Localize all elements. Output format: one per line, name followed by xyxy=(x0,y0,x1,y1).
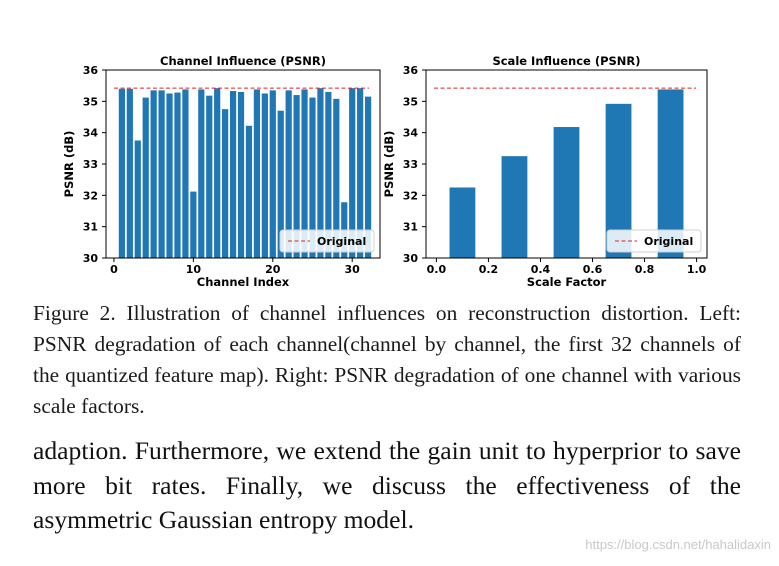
channel-bar xyxy=(118,88,125,258)
channel-bar xyxy=(150,90,157,258)
scale-bar xyxy=(449,187,476,258)
channel-bar xyxy=(174,92,181,258)
scale-xtick-label: 0.0 xyxy=(427,263,447,276)
channel-bar xyxy=(214,88,221,258)
channel-bar xyxy=(134,140,141,258)
scale-legend-box xyxy=(606,229,702,253)
channel-bar xyxy=(309,97,316,258)
scale-chart-title: Scale Influence (PSNR) xyxy=(492,54,640,68)
channel-bar xyxy=(190,191,197,258)
channel-bar xyxy=(333,98,340,259)
channel-bar xyxy=(325,91,332,258)
scale-ytick-label: 31 xyxy=(403,221,418,234)
channel-ytick-label: 33 xyxy=(83,158,98,171)
channel-bar xyxy=(222,109,229,259)
scale-xtick-label: 0.4 xyxy=(531,263,551,276)
figure-caption: Figure 2. Illustration of channel influe… xyxy=(33,301,741,418)
channel-bar xyxy=(182,89,189,258)
channel-bar xyxy=(301,89,308,258)
channel-bar xyxy=(261,93,268,258)
channel-xtick-label: 10 xyxy=(186,263,202,276)
channel-ytick-label: 34 xyxy=(83,127,99,140)
scale-x-axis-label: Scale Factor xyxy=(527,275,607,289)
channel-bar xyxy=(237,91,245,258)
channel-bar xyxy=(253,89,260,258)
channel-legend-label: Original xyxy=(317,235,366,248)
channel-xtick-label: 30 xyxy=(345,263,361,276)
channel-bar xyxy=(357,88,364,258)
channel-bar xyxy=(229,90,237,258)
channel-bar xyxy=(166,93,173,258)
channel-bar xyxy=(158,90,165,258)
channel-bar xyxy=(277,110,284,258)
channel-bar xyxy=(269,90,276,258)
scale-legend-label: Original xyxy=(644,235,693,248)
channel-bar xyxy=(317,88,324,258)
scale-ytick-label: 34 xyxy=(403,127,419,140)
scale-ytick-label: 33 xyxy=(403,158,418,171)
channel-legend-box xyxy=(279,229,375,253)
figure-charts: 30 31 32 33 34 35 36 0 10 20 30 Channel Influence (… xyxy=(62,54,708,289)
channel-ytick-label: 32 xyxy=(83,189,98,202)
channel-bar xyxy=(126,88,133,258)
channel-bar xyxy=(245,125,253,258)
scale-bar xyxy=(501,156,528,258)
channel-xtick-label: 0 xyxy=(110,263,118,276)
channel-bar xyxy=(198,89,205,258)
scale-xtick-label: 1.0 xyxy=(687,263,707,276)
channel-y-axis-label: PSNR (dB) xyxy=(62,131,76,198)
scale-xtick-label: 0.2 xyxy=(479,263,499,276)
channel-x-axis-label: Channel Index xyxy=(197,275,290,289)
channel-xtick-label: 20 xyxy=(265,263,281,276)
channel-ytick-label: 35 xyxy=(83,95,98,108)
channel-bar xyxy=(142,97,149,258)
channel-bar xyxy=(285,90,292,258)
watermark: https://blog.csdn.net/hahalidaxin xyxy=(585,537,771,552)
body-paragraph: adaption. Furthermore, we extend the gai… xyxy=(33,436,741,534)
scale-xtick-label: 0.8 xyxy=(635,263,655,276)
scale-xtick-label: 0.6 xyxy=(583,263,603,276)
channel-ytick-label: 36 xyxy=(83,64,99,77)
channel-chart-title: Channel Influence (PSNR) xyxy=(160,54,326,68)
scale-ytick-label: 32 xyxy=(403,189,418,202)
scale-ytick-label: 30 xyxy=(403,252,419,265)
scale-bar xyxy=(553,127,580,258)
scale-ytick-label: 35 xyxy=(403,95,418,108)
channel-ytick-label: 30 xyxy=(83,252,99,265)
scale-ytick-label: 36 xyxy=(403,64,419,77)
channel-bar xyxy=(293,95,300,258)
channel-bar xyxy=(206,95,213,259)
channel-ytick-label: 31 xyxy=(83,221,98,234)
scale-y-axis-label: PSNR (dB) xyxy=(382,131,396,198)
channel-bar xyxy=(349,88,356,258)
channel-bar xyxy=(364,96,372,258)
